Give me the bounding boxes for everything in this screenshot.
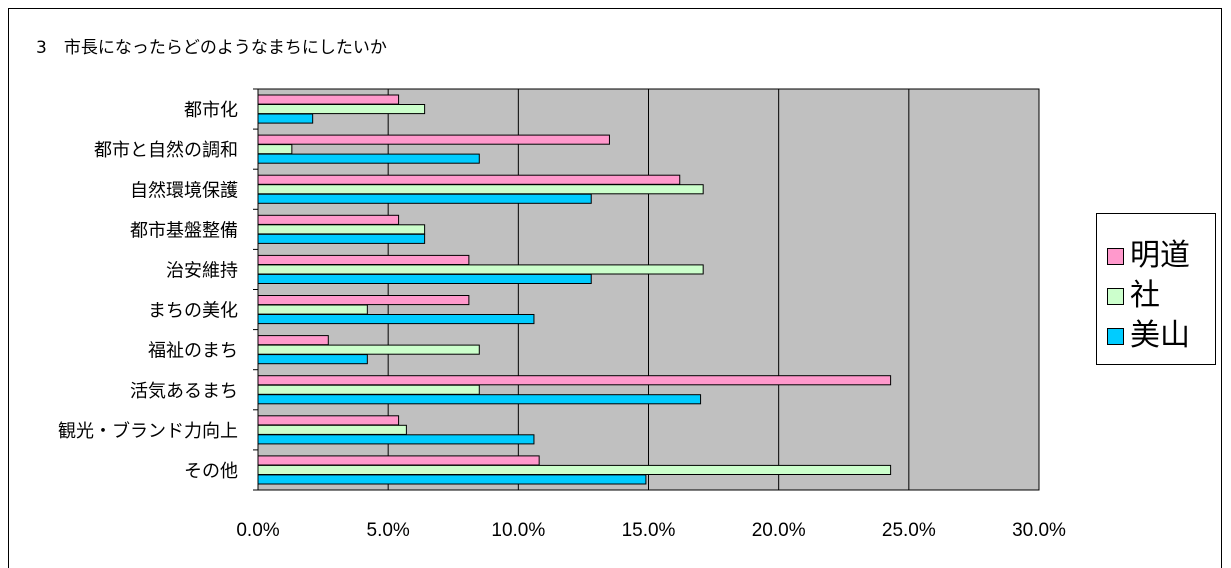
bar-series-1-category-2 <box>257 134 610 145</box>
category-label: 都市と自然の調和 <box>94 140 238 161</box>
x-tick-label: 5.0% <box>367 520 410 541</box>
category-label: 都市化 <box>184 100 238 121</box>
category-label: 治安維持 <box>166 260 238 281</box>
legend-label-series-2: 社 <box>1130 278 1160 313</box>
legend-swatch-series-1 <box>1107 247 1124 265</box>
chart-title: 3 市長になったらどのようなまちにしたいか <box>36 38 387 58</box>
x-tick-label: 15.0% <box>622 520 676 541</box>
bar-series-3-category-7 <box>257 354 368 365</box>
bar-series-2-category-4 <box>257 224 426 235</box>
bar-series-2-category-10 <box>257 464 892 475</box>
category-label: 自然環境保護 <box>130 180 238 201</box>
bar-series-3-category-2 <box>257 153 480 164</box>
x-tick-label: 30.0% <box>1012 520 1066 541</box>
legend: 明道 社 美山 <box>1096 213 1216 365</box>
bar-series-3-category-1 <box>257 113 314 124</box>
x-tick-label: 0.0% <box>236 520 279 541</box>
bar-series-2-category-1 <box>257 104 426 115</box>
bar-series-1-category-6 <box>257 295 470 306</box>
legend-swatch-series-2 <box>1107 287 1124 305</box>
bar-series-3-category-6 <box>257 314 535 325</box>
bar-series-2-category-3 <box>257 184 704 195</box>
bar-series-2-category-9 <box>257 424 407 435</box>
bar-series-3-category-3 <box>257 193 592 204</box>
bar-series-1-category-7 <box>257 335 329 346</box>
legend-item-series-3: 美山 <box>1107 316 1190 356</box>
x-tick-label: 20.0% <box>752 520 806 541</box>
bar-series-2-category-7 <box>257 344 480 355</box>
bar-series-2-category-5 <box>257 264 704 275</box>
legend-item-series-2: 社 <box>1107 276 1160 316</box>
category-label: 観光・ブランド力向上 <box>58 420 238 442</box>
x-tick-label: 25.0% <box>882 520 936 541</box>
bar-series-1-category-1 <box>257 94 400 105</box>
x-tick-label: 10.0% <box>491 520 545 541</box>
bar-series-1-category-10 <box>257 455 540 466</box>
category-label: その他 <box>184 461 238 482</box>
category-label: まちの美化 <box>148 301 238 322</box>
category-label: 福祉のまち <box>148 341 238 362</box>
legend-label-series-1: 明道 <box>1130 238 1190 273</box>
bar-series-2-category-2 <box>257 144 293 155</box>
bar-series-2-category-8 <box>257 384 480 395</box>
bar-series-3-category-4 <box>257 233 426 244</box>
bar-series-3-category-8 <box>257 394 702 405</box>
bar-series-2-category-6 <box>257 304 368 315</box>
bar-series-3-category-9 <box>257 434 535 445</box>
category-label: 活気あるまち <box>130 381 238 402</box>
legend-swatch-series-3 <box>1107 327 1124 345</box>
legend-item-series-1: 明道 <box>1107 236 1190 276</box>
bar-series-3-category-10 <box>257 474 647 485</box>
bar-series-1-category-9 <box>257 415 400 426</box>
chart-frame <box>8 8 1222 568</box>
bar-series-3-category-5 <box>257 273 592 284</box>
legend-label-series-3: 美山 <box>1130 318 1190 353</box>
bar-series-1-category-5 <box>257 254 470 265</box>
bar-series-1-category-3 <box>257 174 681 185</box>
bar-series-1-category-8 <box>257 375 892 386</box>
category-label: 都市基盤整備 <box>130 220 238 241</box>
bar-series-1-category-4 <box>257 214 400 225</box>
